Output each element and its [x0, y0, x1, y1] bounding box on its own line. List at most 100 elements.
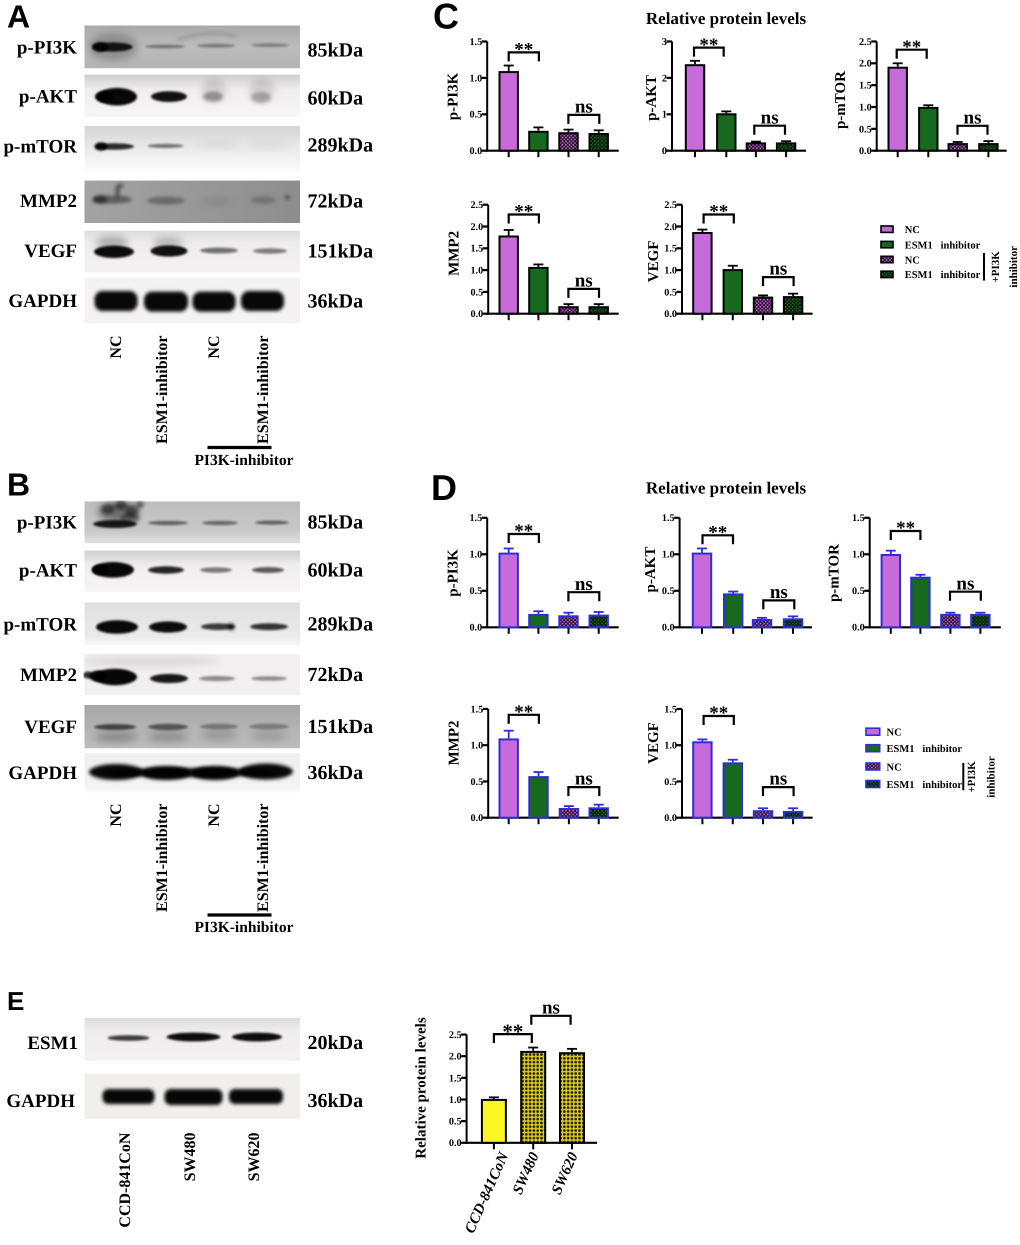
svg-text:GAPDH: GAPDH [6, 1091, 75, 1112]
svg-text:SW480: SW480 [182, 1133, 199, 1182]
svg-text:1.0: 1.0 [469, 73, 482, 84]
svg-text:NC: NC [905, 255, 920, 266]
svg-text:0.0: 0.0 [469, 623, 482, 634]
svg-text:1.5: 1.5 [664, 244, 677, 255]
svg-text:NC: NC [108, 336, 125, 359]
svg-text:p-PI3K: p-PI3K [17, 38, 77, 59]
svg-text:VEGF: VEGF [646, 722, 662, 764]
svg-text:Relative protein levels: Relative protein levels [646, 479, 807, 498]
svg-text:0.5: 0.5 [662, 586, 675, 597]
svg-text:Relative protein levels: Relative protein levels [646, 9, 807, 28]
svg-text:3: 3 [662, 37, 667, 48]
svg-text:0.5: 0.5 [852, 586, 865, 597]
svg-text:ns: ns [964, 107, 982, 128]
svg-text:ns: ns [769, 769, 787, 790]
svg-text:VEGF: VEGF [646, 241, 662, 283]
svg-text:**: ** [896, 518, 915, 539]
svg-text:**: ** [502, 1019, 523, 1043]
svg-text:**: ** [709, 703, 728, 724]
svg-text:1.5: 1.5 [470, 244, 483, 255]
svg-text:85kDa: 85kDa [308, 40, 364, 62]
svg-text:2: 2 [662, 73, 667, 84]
svg-text:VEGF: VEGF [24, 241, 77, 262]
svg-text:MMP2: MMP2 [447, 721, 463, 766]
svg-text:**: ** [709, 202, 728, 223]
svg-text:GAPDH: GAPDH [8, 763, 77, 784]
svg-text:**: ** [708, 523, 727, 544]
svg-text:2.5: 2.5 [449, 1030, 462, 1041]
svg-text:151kDa: 151kDa [308, 716, 374, 738]
svg-text:1: 1 [662, 110, 667, 121]
svg-text:1.5: 1.5 [662, 513, 675, 524]
svg-text:inhibitor: inhibitor [1008, 246, 1020, 288]
svg-text:1.0: 1.0 [664, 266, 677, 277]
svg-text:ns: ns [575, 769, 593, 790]
svg-text:151kDa: 151kDa [308, 241, 374, 263]
svg-text:289kDa: 289kDa [308, 614, 374, 636]
svg-text:2.5: 2.5 [859, 37, 872, 48]
svg-text:20kDa: 20kDa [308, 1032, 364, 1054]
svg-text:1.5: 1.5 [469, 37, 482, 48]
svg-text:1.5: 1.5 [470, 704, 483, 715]
svg-text:A: A [7, 0, 30, 35]
svg-text:1.0: 1.0 [470, 266, 483, 277]
svg-text:MMP2: MMP2 [20, 191, 77, 212]
svg-text:ns: ns [769, 259, 787, 280]
svg-text:NC: NC [206, 336, 223, 359]
svg-text:1.0: 1.0 [852, 550, 865, 561]
svg-text:1.0: 1.0 [469, 550, 482, 561]
svg-text:0.0: 0.0 [662, 623, 675, 634]
svg-text:ESM1 inhibitor: ESM1 inhibitor [905, 270, 981, 281]
svg-text:2.5: 2.5 [664, 200, 677, 211]
svg-text:PI3K-inhibitor: PI3K-inhibitor [194, 919, 293, 936]
svg-text:ns: ns [770, 582, 788, 603]
svg-text:MMP2: MMP2 [20, 665, 77, 686]
svg-text:0.0: 0.0 [449, 1138, 462, 1149]
svg-text:2.5: 2.5 [470, 200, 483, 211]
svg-text:60kDa: 60kDa [308, 560, 364, 582]
svg-text:1.0: 1.0 [662, 550, 675, 561]
svg-text:0.5: 0.5 [859, 124, 872, 135]
svg-text:NC: NC [887, 728, 902, 739]
svg-text:p-PI3K: p-PI3K [446, 549, 462, 597]
svg-text:0.5: 0.5 [664, 777, 677, 788]
svg-text:p-AKT: p-AKT [19, 561, 77, 582]
svg-text:0.0: 0.0 [852, 623, 865, 634]
svg-text:D: D [431, 467, 457, 508]
svg-text:p-mTOR: p-mTOR [827, 544, 843, 602]
svg-text:VEGF: VEGF [24, 717, 77, 738]
svg-text:**: ** [514, 40, 533, 61]
svg-text:2.0: 2.0 [470, 222, 483, 233]
svg-text:0.0: 0.0 [664, 309, 677, 320]
svg-text:ns: ns [575, 97, 593, 118]
svg-text:B: B [7, 467, 30, 503]
svg-text:ESM1-inhibitor: ESM1-inhibitor [255, 804, 272, 912]
svg-text:289kDa: 289kDa [308, 135, 374, 157]
svg-text:0.0: 0.0 [664, 813, 677, 824]
svg-text:**: ** [514, 202, 533, 223]
svg-text:1.5: 1.5 [664, 704, 677, 715]
svg-text:ns: ns [575, 574, 593, 595]
svg-text:2.0: 2.0 [859, 59, 872, 70]
svg-text:**: ** [699, 35, 718, 56]
svg-text:72kDa: 72kDa [308, 191, 364, 213]
svg-text:ESM1: ESM1 [27, 1033, 78, 1054]
svg-text:36kDa: 36kDa [308, 291, 364, 313]
svg-text:ESM1 inhibitor: ESM1 inhibitor [887, 780, 963, 791]
svg-text:ns: ns [761, 107, 779, 128]
svg-text:0.5: 0.5 [469, 586, 482, 597]
svg-text:0.5: 0.5 [470, 777, 483, 788]
svg-text:GAPDH: GAPDH [8, 291, 77, 312]
svg-text:0.5: 0.5 [469, 110, 482, 121]
svg-text:p-mTOR: p-mTOR [3, 615, 77, 636]
svg-text:1.0: 1.0 [859, 102, 872, 113]
svg-text:0.0: 0.0 [469, 146, 482, 157]
svg-text:36kDa: 36kDa [308, 1090, 364, 1112]
svg-text:0.0: 0.0 [470, 309, 483, 320]
svg-text:1.5: 1.5 [852, 513, 865, 524]
svg-text:NC: NC [887, 762, 902, 773]
svg-text:1.5: 1.5 [469, 513, 482, 524]
svg-text:2.0: 2.0 [449, 1052, 462, 1063]
svg-text:ns: ns [542, 997, 560, 1018]
svg-text:2.0: 2.0 [664, 222, 677, 233]
